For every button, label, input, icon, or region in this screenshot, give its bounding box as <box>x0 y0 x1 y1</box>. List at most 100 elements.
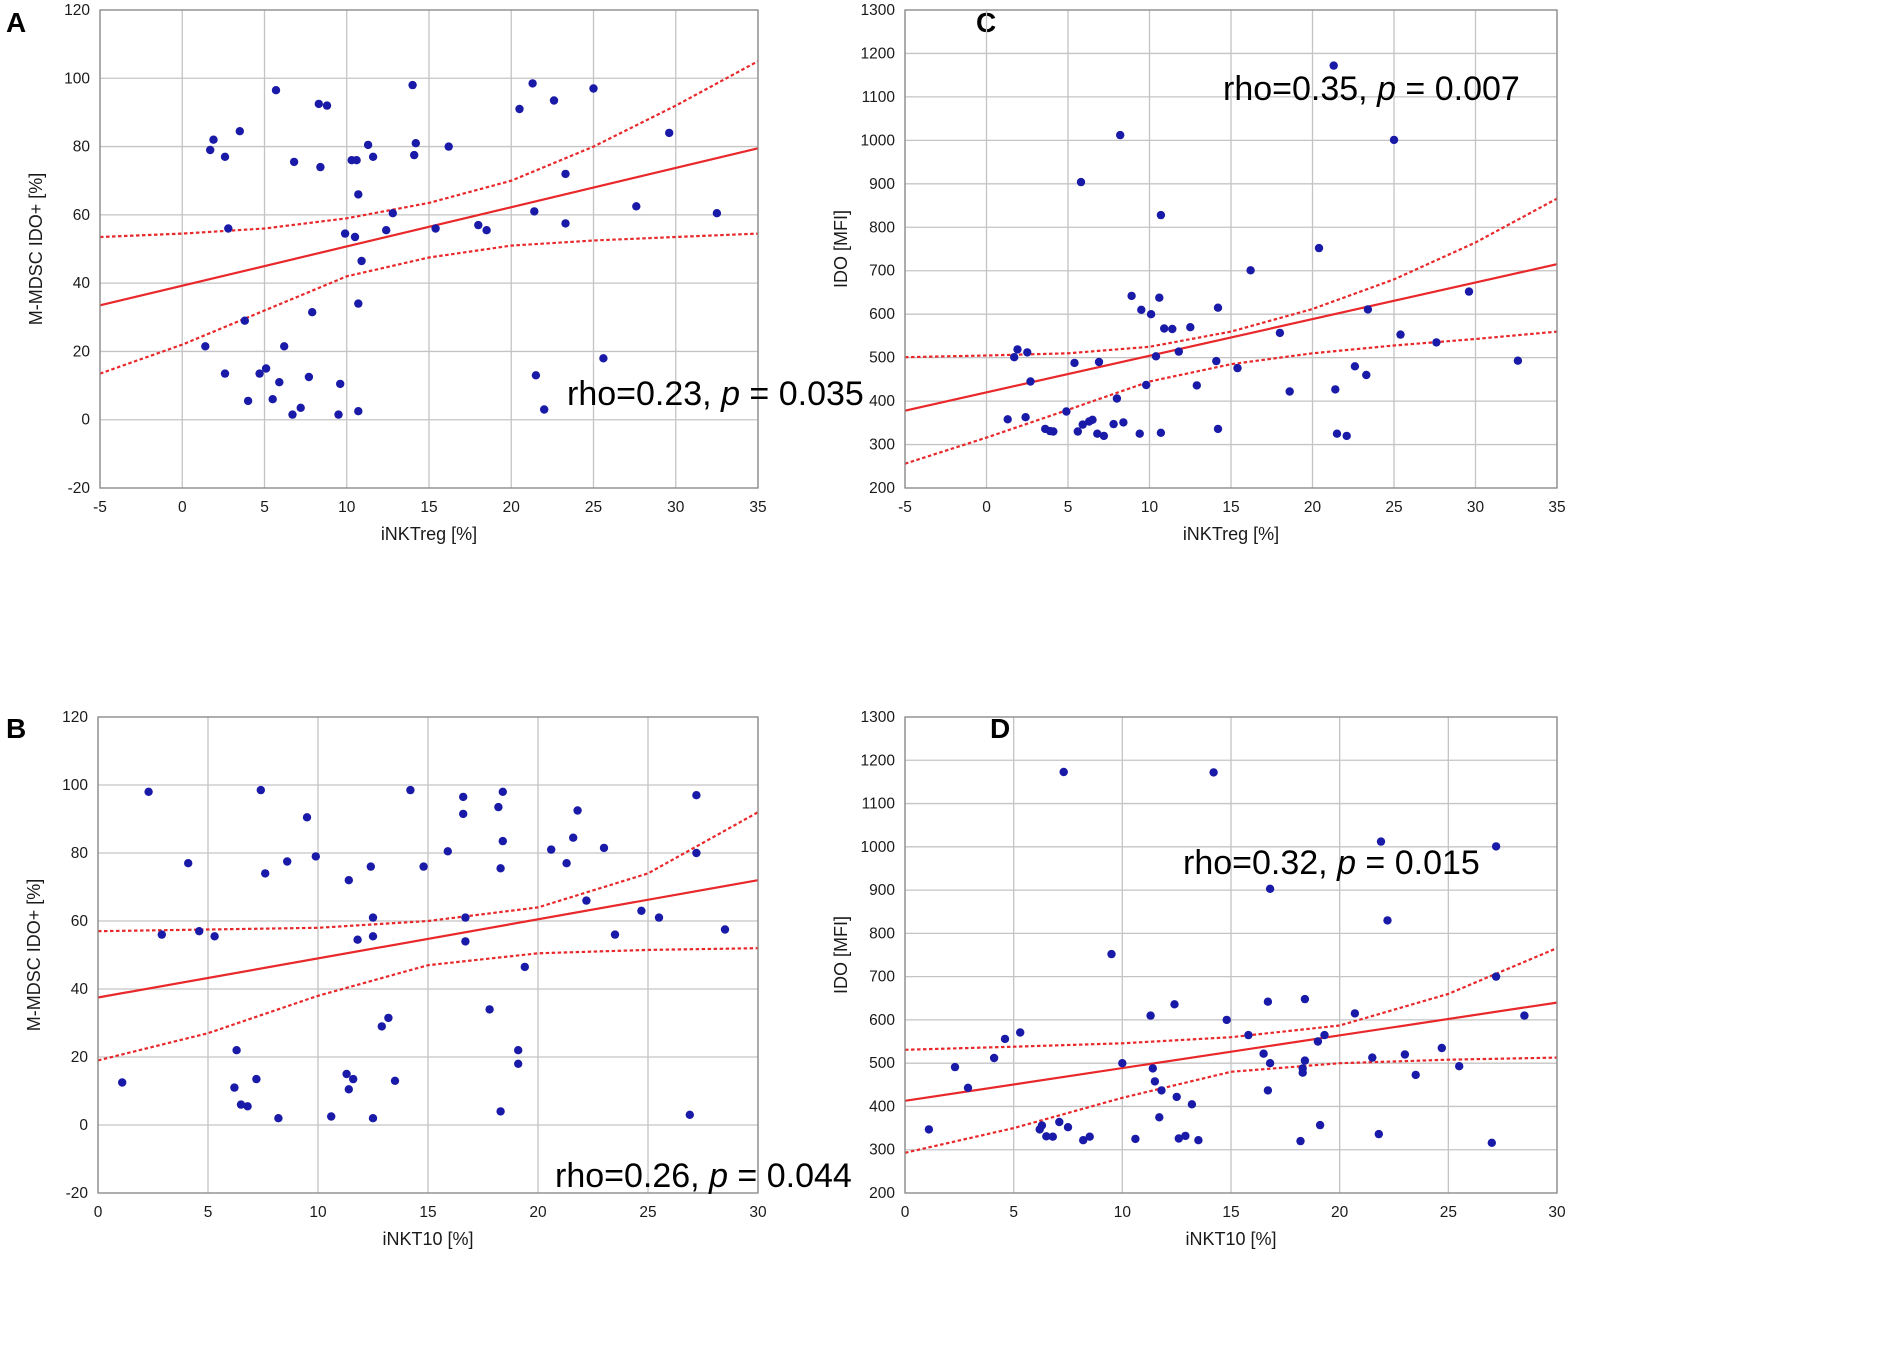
panel-d-data-point <box>1300 1056 1310 1065</box>
panel-d-ci-upper <box>904 947 1558 1051</box>
panel-d-data-point <box>1187 1100 1197 1109</box>
panel-d-data-point <box>1037 1121 1047 1130</box>
panel-a-data-point <box>368 152 378 161</box>
panel-a-x-tick-label: 5 <box>260 499 269 516</box>
panel-b-data-point <box>384 1013 393 1023</box>
panel-b-data-point <box>243 1102 252 1111</box>
panel-d-data-point <box>1520 1011 1529 1020</box>
panel-b-x-tick-label: 0 <box>94 1204 103 1221</box>
panel-c-y-tick-label: 500 <box>869 350 895 367</box>
panel-d-data-point <box>1411 1070 1420 1080</box>
panel-d-y-tick-label: 1000 <box>861 839 896 856</box>
panel-d-y-tick-label: 500 <box>869 1055 895 1072</box>
panel-a-annotation-text: rho=0.23, <box>567 375 721 413</box>
panel-c-y-tick-label: 200 <box>869 480 895 497</box>
panel-b-data-point <box>195 927 204 936</box>
panel-b-data-point <box>406 785 415 795</box>
panel-d-data-point <box>1042 1132 1051 1141</box>
panel-d-x-tick-label: 20 <box>1331 1204 1349 1221</box>
panel-c-data-point <box>1332 429 1342 438</box>
panel-c-y-tick-label: 900 <box>869 176 895 193</box>
panel-d-data-point <box>1174 1134 1184 1143</box>
panel-a-data-point <box>288 410 297 419</box>
panel-a-data-point <box>235 127 244 136</box>
panel-d-plot-frame <box>904 716 1558 1194</box>
panel-b-data-point <box>654 913 664 922</box>
panel-a-letter: A <box>6 7 26 38</box>
panel-d-y-tick-labels: 200 300 400 500 600 700 800 900 1000 1100 1200 1300 <box>861 709 896 1202</box>
panel-d-data-point <box>1300 994 1310 1004</box>
panel-a-data-point <box>334 410 343 419</box>
panel-c-data-point <box>1076 177 1086 187</box>
panel-a-data-point <box>206 145 215 155</box>
panel-a-data-point <box>474 220 483 230</box>
panel-d-y-tick-label: 1100 <box>862 796 896 813</box>
panel-c-x-tick-label: -5 <box>898 499 912 516</box>
panel-a-data-point <box>528 79 537 88</box>
panel-a-data-point <box>201 342 210 351</box>
panel-d-correlation-annotation: rho=0.32, p = 0.015 <box>1183 844 1480 882</box>
panel-c-data-point <box>1246 266 1255 275</box>
panel-b-y-tick-label: 120 <box>62 709 88 726</box>
panel-b-data-point <box>573 806 582 815</box>
panel-d-x-tick-label: 0 <box>901 1204 910 1221</box>
panel-a-y-tick-label: -20 <box>68 480 91 497</box>
panel-b-letter: B <box>6 713 26 744</box>
panel-d-y-tick-label: 900 <box>869 882 895 899</box>
panel-b-data-point <box>582 896 591 905</box>
panel-b-data-point <box>157 930 166 939</box>
panel-b-correlation-annotation: rho=0.26, p = 0.044 <box>555 1157 852 1195</box>
panel-b-x-tick-label: 15 <box>419 1204 436 1221</box>
panel-b-y-tick-label: 100 <box>62 777 88 794</box>
panel-c-ci-lower <box>904 330 1558 465</box>
panel-c-y-tick-label: 300 <box>869 437 895 454</box>
panel-a-x-tick-labels: -5 0 5 10 15 20 25 30 35 <box>93 499 767 516</box>
panel-a-data-point <box>665 128 674 138</box>
panel-b-data-point <box>377 1022 386 1031</box>
panel-b-data-point <box>390 1076 400 1086</box>
panel-c-data-point <box>1174 347 1184 356</box>
panel-d-data-points <box>924 767 1529 1148</box>
panel-c-annotation-value: = 0.007 <box>1396 70 1520 108</box>
panel-b-x-tick-label: 5 <box>204 1204 213 1221</box>
panel-d-gridlines <box>904 716 1558 1194</box>
panel-d-data-point <box>1350 1009 1360 1018</box>
panel-b-data-point <box>349 1074 358 1084</box>
panel-d-data-point <box>1059 767 1068 777</box>
panel-b-y-tick-label: 0 <box>79 1117 88 1134</box>
panel-c-regression-line <box>904 263 1558 412</box>
panel-d-confidence-bands <box>904 947 1558 1154</box>
panel-a-annotation-value: = 0.035 <box>740 375 864 413</box>
panel-b-data-point <box>496 1107 505 1116</box>
panel-b-ci-upper <box>97 811 759 933</box>
panel-d-x-tick-label: 15 <box>1222 1204 1239 1221</box>
panel-a-x-tick-label: 35 <box>749 499 766 516</box>
panel-a-data-point <box>304 372 314 382</box>
panel-d-data-point <box>1146 1011 1155 1020</box>
panel-c-x-tick-labels: -5 0 5 10 15 20 25 30 35 <box>898 499 1566 516</box>
panel-a-data-point <box>354 190 363 199</box>
panel-a-data-point <box>363 140 373 150</box>
panel-c-data-points <box>1003 61 1523 441</box>
panel-c-annotation-p: p <box>1376 70 1396 108</box>
panel-d-data-point <box>1150 1077 1160 1086</box>
panel-c-y-tick-labels: 200 300 400 500 600 700 800 900 1000 1100 1200 1300 <box>861 2 896 497</box>
panel-d-data-point <box>1263 1086 1273 1095</box>
panel-c-data-point <box>1094 357 1104 367</box>
panel-c-x-tick-label: 0 <box>982 499 991 516</box>
panel-c-data-point <box>1513 356 1523 365</box>
panel-b-data-point <box>210 932 219 941</box>
panel-c-data-point <box>1160 324 1169 333</box>
panel-a-data-point <box>632 202 641 211</box>
panel-a-data-point <box>388 209 397 218</box>
panel-d-data-point <box>1491 842 1501 851</box>
panel-c-correlation-annotation: rho=0.35, p = 0.007 <box>1223 70 1520 108</box>
panel-a-data-point <box>322 101 332 110</box>
panel-c-data-point <box>1342 431 1351 441</box>
panel-a-y-tick-label: 0 <box>81 412 90 429</box>
panel-a-data-point <box>280 342 289 351</box>
panel-c-data-point <box>1213 424 1223 434</box>
panel-c-y-tick-label: 600 <box>869 306 895 323</box>
panel-b-data-point <box>327 1112 336 1121</box>
panel-d-data-point <box>1131 1134 1140 1144</box>
